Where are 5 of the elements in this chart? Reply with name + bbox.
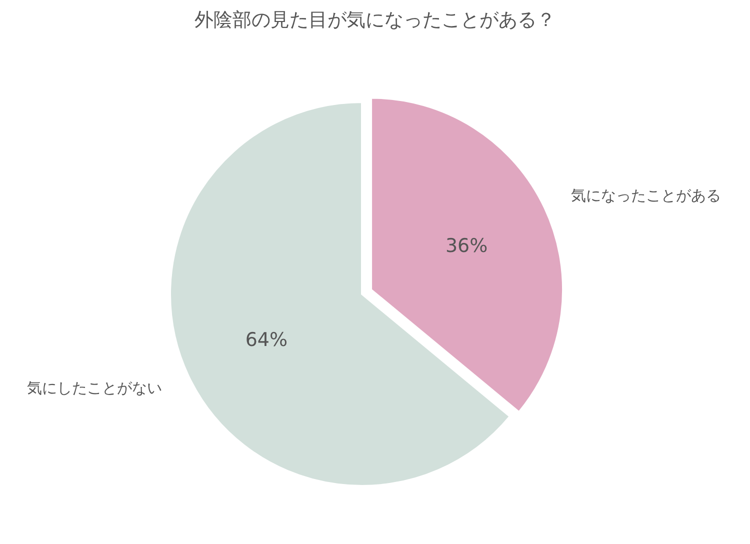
slice-label: 気になったことがある	[570, 186, 721, 205]
slice-label: 気にしたことがない	[27, 379, 162, 398]
chart-title: 外陰部の見た目が気になったことがある？	[194, 9, 556, 31]
data-label: 36%	[445, 234, 488, 257]
data-label: 64%	[245, 328, 288, 351]
